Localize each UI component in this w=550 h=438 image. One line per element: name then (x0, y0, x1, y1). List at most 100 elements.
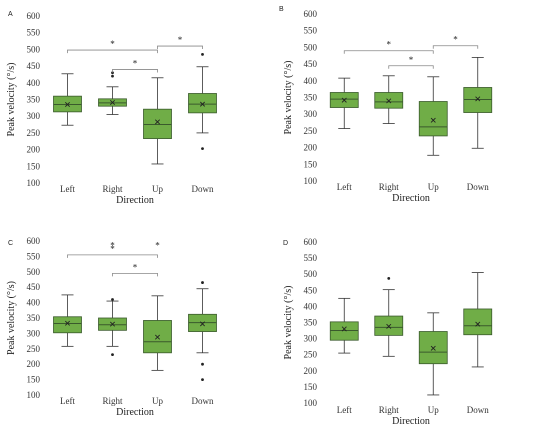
y-tick-label: 250 (27, 128, 41, 138)
box-left (53, 294, 82, 347)
y-tick-label: 300 (304, 109, 318, 119)
box-left (53, 73, 82, 126)
significance-bracket: * (388, 55, 434, 69)
x-tick-label: Up (428, 405, 439, 415)
x-tick-label: Right (379, 405, 400, 415)
mean-marker (430, 345, 436, 351)
iqr-box (463, 308, 493, 336)
y-tick-label: 100 (304, 176, 318, 186)
panel-b: B 100 150 200 250 300 350 400 450 500 550 600 Peak v… (279, 6, 493, 204)
mean-marker (475, 321, 481, 327)
iqr-box (374, 315, 404, 336)
y-tick-label: 250 (304, 126, 318, 136)
iqr-box (418, 331, 448, 365)
mean-marker (199, 101, 206, 107)
significance-bracket: * (343, 40, 434, 54)
x-tick-label: Left (60, 184, 75, 194)
y-tick-label: 450 (304, 285, 318, 295)
y-tick-label: 500 (27, 267, 41, 277)
y-tick-label: 150 (27, 375, 41, 385)
y-axis-label: Peak velocity (°/s) (283, 286, 294, 360)
mean-marker (386, 323, 392, 329)
box-up (143, 77, 172, 165)
mean-marker (199, 321, 206, 327)
y-tick-label: 200 (27, 359, 41, 369)
panel-label: C (8, 240, 13, 247)
mean-marker (154, 334, 161, 340)
y-tick-label: 550 (304, 26, 318, 36)
iqr-box (418, 101, 448, 137)
significance-bracket: * (432, 35, 479, 49)
y-tick-label: 550 (27, 251, 41, 261)
x-axis-label: Direction (116, 195, 154, 206)
box-down (188, 281, 217, 381)
y-tick-label: 300 (27, 111, 41, 121)
outlier-point (111, 298, 114, 301)
outlier-point (201, 147, 204, 150)
iqr-box (188, 93, 217, 114)
mean-marker (341, 97, 347, 103)
iqr-box (463, 87, 493, 113)
y-tick-label: 550 (27, 28, 41, 38)
outlier-point (387, 276, 391, 280)
x-tick-label: Left (60, 396, 75, 406)
mean-marker (109, 321, 116, 327)
y-tick-label: 150 (27, 161, 41, 171)
outlier-point (111, 74, 114, 78)
box-up (143, 295, 172, 371)
box-right (98, 298, 127, 357)
panel-label: D (283, 240, 288, 247)
x-tick-label: Up (428, 182, 439, 192)
significance-bracket: * (112, 58, 158, 73)
y-tick-label: 400 (304, 76, 318, 86)
y-tick-label: 200 (304, 366, 318, 376)
x-tick-label: Right (102, 184, 123, 194)
outlier-point (111, 71, 114, 75)
y-tick-label: 450 (27, 61, 41, 71)
mean-marker (475, 96, 481, 102)
y-tick-label: 400 (27, 78, 41, 88)
y-tick-label: 250 (27, 344, 41, 354)
box-left (329, 297, 359, 354)
panel-label: B (279, 6, 284, 13)
y-tick-label: 200 (304, 143, 318, 153)
box-right (98, 71, 127, 115)
y-tick-label: 400 (27, 298, 41, 308)
box-up (418, 76, 448, 156)
significance-star: * (178, 35, 183, 45)
significance-star: * (453, 35, 458, 45)
box-down (463, 272, 493, 368)
y-tick-label: 450 (27, 282, 41, 292)
y-tick-label: 100 (27, 178, 41, 188)
y-tick-label: 100 (27, 390, 41, 400)
iqr-box (143, 108, 172, 139)
y-tick-label: 300 (304, 334, 318, 344)
significance-bracket: * (67, 244, 158, 258)
significance-bracket: * (112, 262, 158, 277)
x-axis-label: Direction (116, 407, 154, 418)
x-tick-label: Down (467, 405, 489, 415)
significance-star: * (387, 40, 392, 50)
box-down (463, 57, 493, 149)
y-tick-label: 100 (304, 398, 318, 408)
y-tick-label: 500 (27, 44, 41, 54)
mean-marker (386, 98, 392, 104)
significance-star: * (133, 262, 138, 272)
y-tick-label: 600 (27, 11, 41, 21)
significance-star: * (110, 244, 115, 254)
box-left (329, 77, 359, 129)
x-tick-label: Right (102, 396, 123, 406)
box-right (374, 276, 404, 357)
x-tick-label: Left (337, 182, 352, 192)
y-axis-label: Peak velocity (°/s) (6, 281, 17, 355)
iqr-box (53, 316, 82, 334)
mean-marker (341, 326, 347, 332)
y-axis-label: Peak velocity (°/s) (6, 63, 17, 137)
y-tick-label: 350 (304, 93, 318, 103)
y-tick-label: 600 (304, 237, 318, 247)
outlier-point (201, 53, 204, 56)
y-tick-label: 550 (304, 253, 318, 263)
y-axis-label: Peak velocity (°/s) (283, 61, 294, 135)
box-right (374, 75, 404, 124)
